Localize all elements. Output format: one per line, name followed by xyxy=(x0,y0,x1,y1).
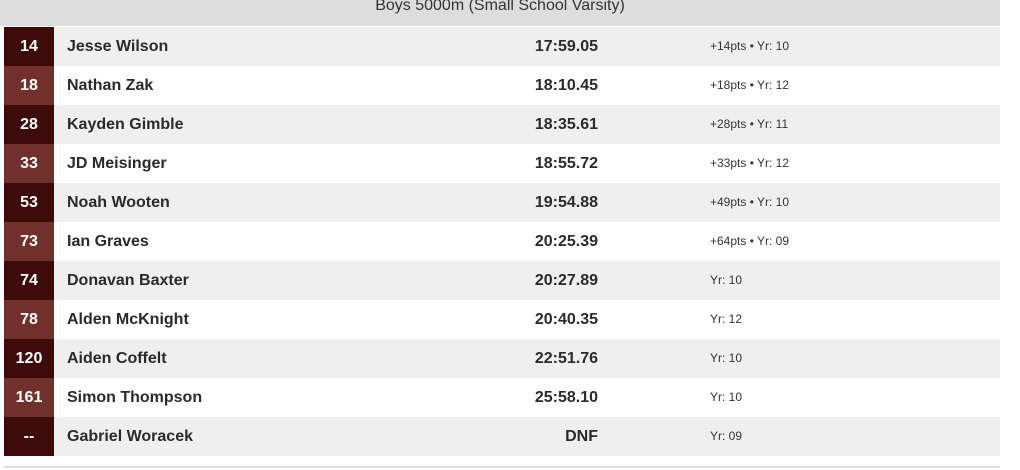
athlete-name: Alden McKnight xyxy=(67,311,189,328)
athlete-name: Donavan Baxter xyxy=(67,272,189,289)
points-year: +33pts • Yr: 12 xyxy=(710,156,790,170)
place: 73 xyxy=(4,222,54,261)
place: 74 xyxy=(4,261,54,300)
place: 53 xyxy=(4,183,54,222)
place: 18 xyxy=(4,66,54,105)
result-row: 53 Noah Wooten 19:54.88 +49pts • Yr: 10 xyxy=(4,183,1000,222)
result-row: 74 Donavan Baxter 20:27.89 Yr: 10 xyxy=(4,261,1000,300)
athlete-name: Jesse Wilson xyxy=(67,38,169,55)
place: 78 xyxy=(4,300,54,339)
athlete-name: Gabriel Woracek xyxy=(67,428,193,445)
points-year: +18pts • Yr: 12 xyxy=(710,78,790,92)
finish-time: 18:35.61 xyxy=(534,116,598,133)
result-row: 78 Alden McKnight 20:40.35 Yr: 12 xyxy=(4,300,1000,339)
points-year: Yr: 09 xyxy=(710,429,743,443)
header: Boys 5000m (Small School Varsity) xyxy=(0,0,1000,26)
points-year: +49pts • Yr: 10 xyxy=(710,195,790,209)
points-year: +14pts • Yr: 10 xyxy=(710,39,790,53)
athlete-name: Simon Thompson xyxy=(67,389,203,406)
result-row: 73 Ian Graves 20:25.39 +64pts • Yr: 09 xyxy=(4,222,1000,261)
result-row: -- Gabriel Woracek DNF Yr: 09 xyxy=(4,417,1000,456)
points-year: +28pts • Yr: 11 xyxy=(710,117,789,131)
finish-time: 22:51.76 xyxy=(534,350,598,367)
event-title: Boys 5000m (Small School Varsity) xyxy=(375,0,625,14)
place: 14 xyxy=(4,27,54,66)
result-row: 18 Nathan Zak 18:10.45 +18pts • Yr: 12 xyxy=(4,66,1000,105)
finish-time: 20:40.35 xyxy=(534,311,598,328)
place: 33 xyxy=(4,144,54,183)
athlete-name: Nathan Zak xyxy=(67,77,154,94)
place: -- xyxy=(4,417,54,456)
athlete-name: Kayden Gimble xyxy=(67,116,184,133)
place: 120 xyxy=(4,339,54,378)
points-year: Yr: 10 xyxy=(710,273,743,287)
points-year: Yr: 10 xyxy=(710,351,743,365)
result-row: 14 Jesse Wilson 17:59.05 +14pts • Yr: 10 xyxy=(4,27,1000,66)
finish-time: 20:25.39 xyxy=(534,233,598,250)
points-year: Yr: 10 xyxy=(710,390,743,404)
points-year: +64pts • Yr: 09 xyxy=(710,234,790,248)
finish-time: DNF xyxy=(565,428,598,445)
result-row: 28 Kayden Gimble 18:35.61 +28pts • Yr: 11 xyxy=(4,105,1000,144)
finish-time: 18:10.45 xyxy=(534,77,598,94)
finish-time: 18:55.72 xyxy=(534,155,598,172)
place: 28 xyxy=(4,105,54,144)
results-table: 14 Jesse Wilson 17:59.05 +14pts • Yr: 10 18 N… xyxy=(4,27,1000,456)
finish-time: 17:59.05 xyxy=(534,38,598,55)
athlete-name: Ian Graves xyxy=(67,233,149,250)
athlete-name: Noah Wooten xyxy=(67,194,170,211)
finish-time: 19:54.88 xyxy=(534,194,598,211)
result-row: 120 Aiden Coffelt 22:51.76 Yr: 10 xyxy=(4,339,1000,378)
result-row: 33 JD Meisinger 18:55.72 +33pts • Yr: 12 xyxy=(4,144,1000,183)
finish-time: 20:27.89 xyxy=(534,272,598,289)
place: 161 xyxy=(4,378,54,417)
points-year: Yr: 12 xyxy=(710,312,743,326)
athlete-name: JD Meisinger xyxy=(67,155,167,172)
athlete-name: Aiden Coffelt xyxy=(67,350,167,367)
finish-time: 25:58.10 xyxy=(534,389,598,406)
result-row: 161 Simon Thompson 25:58.10 Yr: 10 xyxy=(4,378,1000,417)
bottom-rule xyxy=(4,466,1000,468)
